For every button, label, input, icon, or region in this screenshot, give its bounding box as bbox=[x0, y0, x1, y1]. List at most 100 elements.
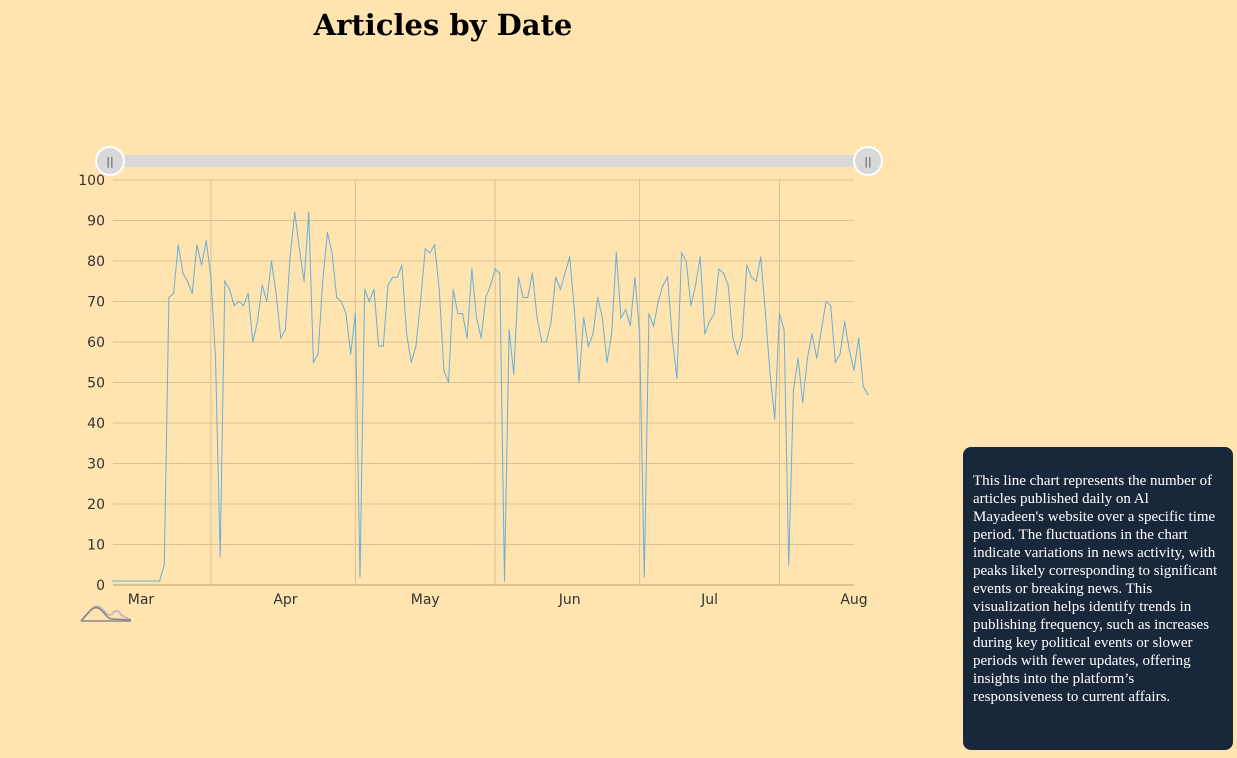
data-point bbox=[820, 329, 822, 331]
data-point bbox=[289, 256, 291, 258]
data-point bbox=[531, 272, 534, 274]
info-panel-text: This line chart represents the number of… bbox=[973, 473, 1218, 705]
data-point bbox=[513, 373, 515, 375]
data-point bbox=[816, 357, 818, 359]
data-point bbox=[722, 272, 725, 274]
slider-handle-end[interactable] bbox=[852, 146, 883, 176]
x-tick-label: Mar bbox=[128, 592, 155, 608]
data-point bbox=[611, 333, 613, 335]
data-point bbox=[718, 268, 720, 270]
data-point bbox=[172, 292, 175, 294]
data-point bbox=[191, 292, 193, 294]
y-tick-label: 10 bbox=[87, 538, 105, 554]
data-point bbox=[727, 284, 729, 286]
data-point bbox=[741, 337, 743, 339]
range-slider[interactable]: || || bbox=[95, 146, 883, 176]
data-point bbox=[778, 313, 781, 315]
line-chart: 0 10 20 30 40 50 60 70 80 90 100 Mar Apr May Jun Jul Aug… bbox=[78, 146, 883, 622]
data-point bbox=[359, 576, 361, 578]
y-tick-label: 100 bbox=[78, 173, 105, 189]
data-point bbox=[671, 337, 673, 339]
data-point bbox=[760, 256, 762, 258]
slider-track[interactable] bbox=[110, 155, 868, 167]
data-point bbox=[322, 280, 324, 282]
data-point bbox=[373, 288, 375, 290]
data-point bbox=[368, 300, 370, 303]
data-point bbox=[284, 329, 287, 331]
x-tick-label: Jun bbox=[558, 592, 581, 608]
data-point bbox=[792, 390, 795, 392]
data-point bbox=[601, 317, 603, 319]
data-point bbox=[839, 353, 841, 355]
context-thumbnail-curve bbox=[80, 606, 132, 622]
data-point bbox=[112, 580, 114, 582]
data-point bbox=[266, 300, 268, 303]
data-point bbox=[834, 361, 836, 363]
data-point bbox=[559, 288, 561, 290]
data-point bbox=[578, 381, 580, 384]
x-tick-label: Apr bbox=[273, 592, 297, 608]
data-point bbox=[769, 373, 771, 375]
data-point bbox=[629, 325, 631, 327]
data-point bbox=[573, 309, 575, 311]
data-point bbox=[508, 329, 510, 331]
y-tick-label: 40 bbox=[87, 416, 105, 432]
y-tick-label: 0 bbox=[96, 578, 105, 594]
data-point bbox=[690, 304, 692, 307]
data-point bbox=[503, 580, 506, 582]
data-point bbox=[224, 280, 226, 282]
y-tick-label: 50 bbox=[87, 376, 105, 392]
y-tick-label: 90 bbox=[87, 214, 105, 230]
data-point bbox=[168, 296, 170, 299]
data-point bbox=[396, 276, 398, 278]
data-point bbox=[666, 276, 669, 278]
data-point bbox=[280, 337, 282, 339]
data-point bbox=[774, 418, 776, 420]
data-point bbox=[228, 288, 231, 290]
data-point bbox=[214, 357, 217, 359]
data-point bbox=[676, 377, 678, 380]
x-tick-label: Aug bbox=[840, 592, 867, 608]
data-point bbox=[382, 345, 384, 347]
data-point bbox=[732, 337, 734, 339]
data-point bbox=[802, 402, 804, 404]
data-point bbox=[452, 288, 454, 290]
data-point bbox=[433, 244, 436, 246]
data-point bbox=[606, 361, 608, 363]
data-point bbox=[527, 296, 529, 299]
data-point bbox=[797, 357, 799, 359]
data-point bbox=[252, 341, 254, 343]
info-panel: This line chart represents the number of… bbox=[963, 447, 1233, 750]
data-point bbox=[471, 268, 473, 270]
data-point bbox=[736, 353, 739, 355]
data-point bbox=[186, 280, 189, 282]
data-point bbox=[583, 317, 585, 319]
data-point bbox=[406, 333, 408, 335]
data-point bbox=[219, 556, 221, 558]
data-point bbox=[555, 276, 557, 278]
x-tick-label: Jul bbox=[700, 592, 718, 608]
data-point bbox=[746, 264, 748, 266]
data-point bbox=[592, 333, 594, 335]
data-point bbox=[182, 272, 184, 274]
data-point bbox=[242, 304, 245, 307]
data-point bbox=[485, 296, 487, 299]
data-point bbox=[625, 309, 627, 311]
data-point bbox=[210, 276, 212, 278]
data-point bbox=[662, 284, 664, 286]
data-point bbox=[340, 300, 342, 303]
slider-handle-grip: || bbox=[106, 155, 113, 168]
data-point bbox=[550, 321, 552, 323]
context-thumbnail[interactable] bbox=[80, 605, 132, 622]
data-point bbox=[415, 345, 417, 347]
data-point bbox=[303, 280, 305, 282]
data-point bbox=[494, 268, 496, 270]
data-point bbox=[466, 337, 468, 339]
data-point bbox=[275, 292, 277, 294]
slider-handle-start[interactable] bbox=[95, 146, 125, 176]
data-point bbox=[461, 313, 464, 315]
data-point bbox=[653, 325, 655, 327]
data-point bbox=[862, 385, 864, 388]
data-point bbox=[806, 357, 808, 359]
data-point bbox=[489, 284, 492, 286]
